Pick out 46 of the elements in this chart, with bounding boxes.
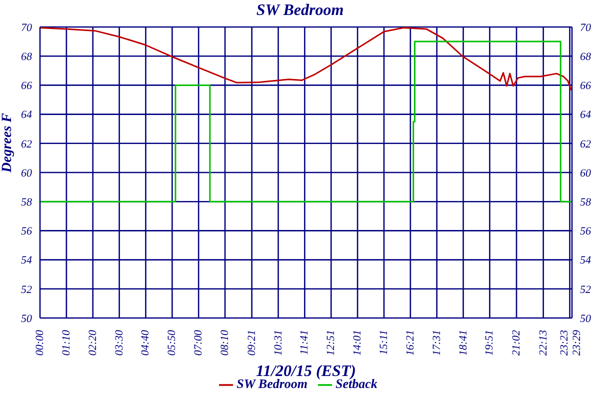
y2-tick-label: 58	[580, 196, 592, 209]
y2-tick-label: 66	[580, 80, 592, 92]
y2-tick-label: 54	[580, 254, 592, 267]
chart-title: SW Bedroom	[255, 1, 345, 21]
y-tick-label: 54	[21, 254, 32, 267]
y-tick-label: 50	[21, 312, 32, 325]
y-tick-label: 64	[21, 109, 32, 122]
x-tick-label: 23:23	[558, 330, 571, 356]
y2-tick-label: 62	[580, 138, 592, 150]
x-tick-label: 03:30	[113, 330, 126, 356]
y-tick-label: 56	[21, 226, 32, 238]
y-tick-label: 66	[21, 80, 32, 92]
x-tick-label: 05:50	[166, 330, 178, 356]
x-tick-label: 12:51	[325, 330, 338, 356]
y2-tick-label: 50	[580, 312, 592, 325]
y2-tick-label: 68	[580, 51, 592, 64]
x-tick-label: 14:01	[352, 330, 364, 356]
y2-tick-label: 70	[580, 22, 592, 34]
x-tick-label: 23:29	[571, 330, 583, 356]
x-tick-label: 19:51	[484, 330, 496, 356]
y-tick-label: 58	[21, 196, 32, 209]
x-tick-label: 09:21	[246, 330, 258, 356]
y-tick-label: 68	[21, 51, 32, 64]
y-tick-label: 70	[21, 22, 32, 34]
x-tick-label: 21:02	[510, 330, 523, 356]
x-tick-label: 08:10	[219, 330, 232, 356]
y2-tick-label: 60	[580, 167, 592, 180]
y-axis-title: Degrees F	[0, 112, 15, 174]
x-tick-label: 15:11	[378, 330, 390, 355]
x-tick-label: 00:00	[34, 330, 46, 356]
y-tick-label: 60	[21, 167, 32, 180]
x-tick-label: 07:00	[192, 330, 205, 356]
x-tick-label: 01:10	[60, 330, 72, 356]
x-tick-label: 22:13	[537, 330, 550, 356]
x-tick-label: 16:21	[404, 330, 416, 356]
y2-tick-label: 52	[580, 284, 592, 296]
x-tick-label: 04:40	[140, 330, 152, 356]
x-tick-label: 17:31	[430, 330, 443, 356]
x-tick-label: 11:41	[298, 330, 311, 355]
x-tick-label: 10:31	[272, 330, 284, 356]
y-tick-label: 52	[21, 284, 32, 296]
y-tick-label: 62	[21, 138, 32, 150]
y2-tick-label: 64	[580, 109, 592, 122]
x-tick-label: 18:41	[457, 330, 470, 356]
y2-tick-label: 56	[580, 226, 592, 238]
x-tick-label: 02:20	[86, 330, 99, 356]
